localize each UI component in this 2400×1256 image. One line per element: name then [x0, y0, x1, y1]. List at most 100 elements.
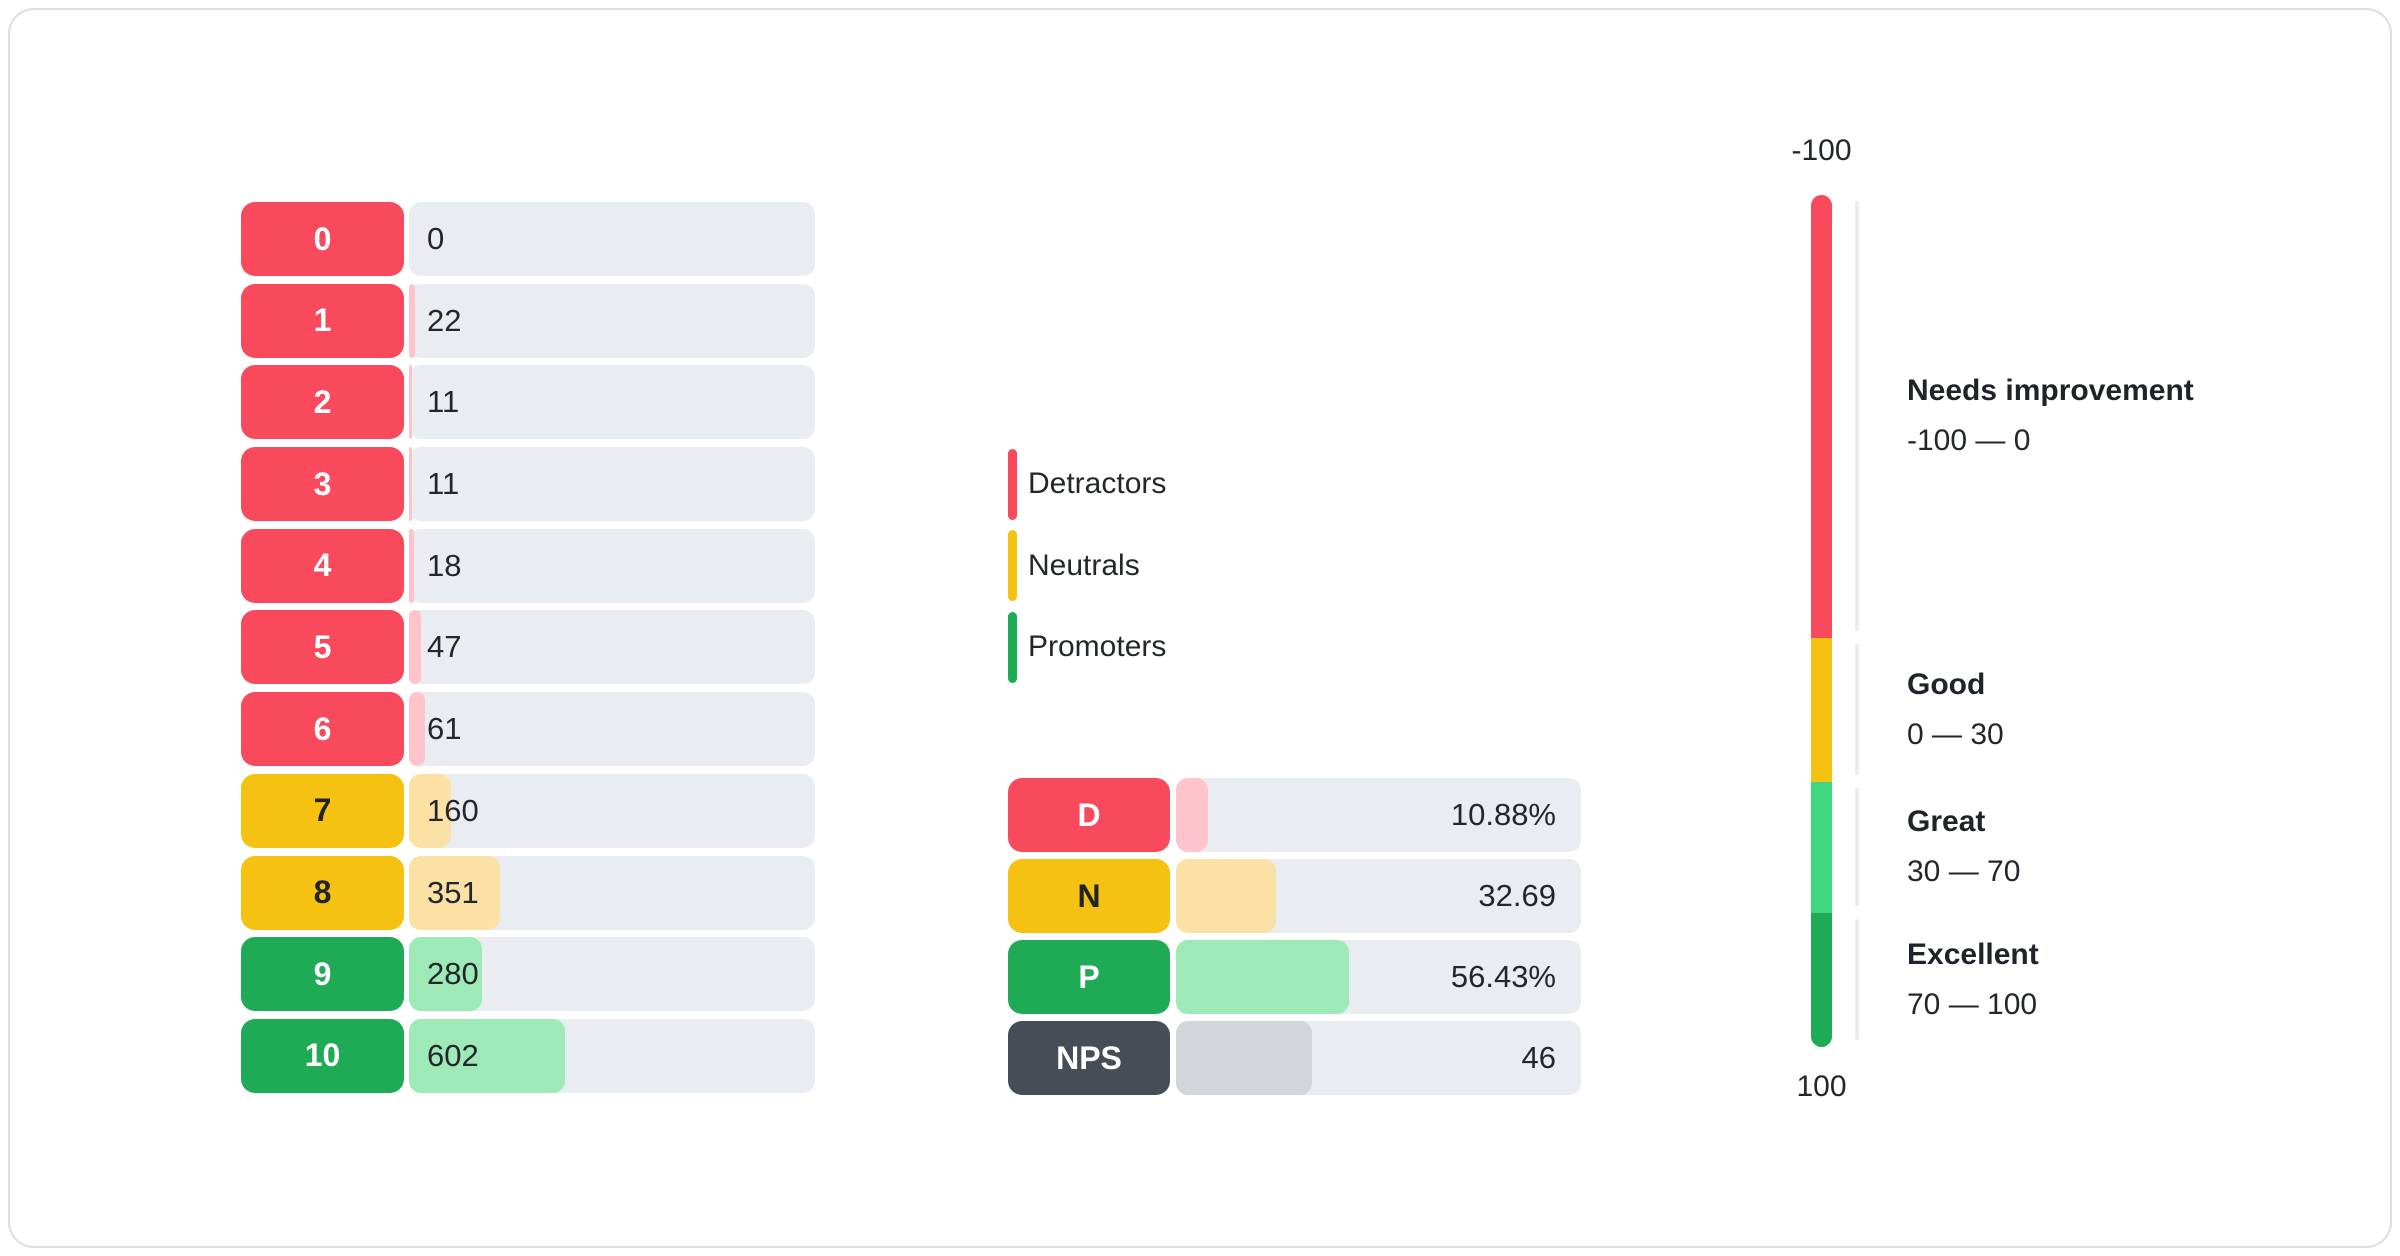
summary-bar-fill [1176, 778, 1208, 852]
score-row: 2 11 [241, 365, 815, 440]
gauge-zone-segment [1811, 195, 1832, 639]
legend-swatch-icon [1008, 530, 1017, 601]
score-bar-fill [409, 692, 425, 767]
gauge-zone-segment [1811, 913, 1832, 1047]
score-chip[interactable]: 0 [241, 202, 404, 276]
summary-row: N 32.69 [1008, 859, 1581, 933]
score-count: 22 [427, 302, 462, 338]
gauge-zone-segment [1811, 782, 1832, 914]
summary-chip: P [1008, 940, 1170, 1014]
score-row: 3 11 [241, 447, 815, 522]
score-bar-fill [409, 447, 412, 522]
gauge-zone-range: -100 — 0 [1907, 424, 2031, 457]
score-bar-fill [409, 365, 412, 440]
score-count: 61 [427, 711, 462, 747]
legend-label: Neutrals [1028, 548, 1140, 582]
score-chip[interactable]: 10 [241, 1018, 404, 1093]
score-bar-fill [409, 283, 415, 358]
legend: Detractors Neutrals Promoters [1008, 448, 1166, 683]
summary-value: 10.88% [1450, 797, 1556, 832]
gauge-axis-segment [1855, 919, 1859, 1040]
score-bar-track: 160 [409, 773, 815, 848]
score-bar-fill [409, 937, 482, 1012]
score-row: 8 351 [241, 855, 815, 930]
score-chip[interactable]: 6 [241, 692, 404, 767]
summary-bar-fill [1176, 1021, 1313, 1095]
gauge-zone-label: Needs improvement -100 — 0 [1907, 372, 2194, 460]
score-row: 6 61 [241, 692, 815, 767]
score-count: 280 [427, 956, 479, 992]
summary-chip: N [1008, 859, 1170, 933]
gauge-axis-segment [1855, 788, 1859, 907]
score-row: 9 280 [241, 937, 815, 1012]
gauge-min-label: -100 [1791, 134, 1852, 167]
score-bar-track: 280 [409, 937, 815, 1012]
score-chip[interactable]: 5 [241, 610, 404, 685]
gauge-zone-segment [1811, 638, 1832, 783]
score-chip[interactable]: 8 [241, 855, 404, 930]
score-chip[interactable]: 4 [241, 528, 404, 603]
summary-row: P 56.43% [1008, 940, 1581, 1014]
score-count: 602 [427, 1037, 479, 1073]
legend-item: Promoters [1008, 611, 1166, 683]
score-row: 7 160 [241, 773, 815, 848]
score-bar-track: 18 [409, 528, 815, 603]
score-bar-track: 22 [409, 283, 815, 358]
summary-chip: NPS [1008, 1021, 1170, 1095]
score-bar-fill [409, 610, 422, 685]
gauge-zone-title: Great [1907, 805, 1986, 838]
summary-bar-track: 10.88% [1176, 778, 1581, 852]
score-bar-fill [409, 773, 451, 848]
score-chip[interactable]: 7 [241, 773, 404, 848]
gauge-zone-label: Great 30 — 70 [1907, 803, 2020, 891]
score-bar-track: 0 [409, 202, 815, 276]
summary-bar-track: 32.69 [1176, 859, 1581, 933]
gauge-zone-range: 0 — 30 [1907, 718, 2004, 751]
score-row: 10 602 [241, 1018, 815, 1093]
score-chip[interactable]: 2 [241, 365, 404, 440]
legend-label: Detractors [1028, 467, 1167, 500]
summary-row: D 10.88% [1008, 778, 1581, 852]
summary-row: NPS 46 [1008, 1021, 1581, 1095]
nps-report-card: 0 0 1 22 2 11 3 11 4 18 5 47 6 61 7 160 8 351 9 280 10 602 De… [8, 8, 2392, 1248]
legend-item: Detractors [1008, 448, 1166, 520]
gauge-axis-segment [1855, 644, 1859, 776]
gauge-zone-title: Excellent [1907, 938, 2039, 971]
summary-bar-fill [1176, 859, 1277, 933]
gauge-max-label: 100 [1796, 1070, 1847, 1103]
summary-chip: D [1008, 778, 1170, 852]
gauge-zone-title: Needs improvement [1907, 374, 2194, 407]
legend-label: Promoters [1028, 630, 1167, 663]
score-chip[interactable]: 3 [241, 447, 404, 522]
gauge-zone-title: Good [1907, 668, 1986, 701]
score-count: 351 [427, 874, 479, 910]
gauge-bar [1811, 195, 1832, 1047]
summary-value: 32.69 [1478, 878, 1556, 913]
summary-value: 56.43% [1450, 959, 1556, 994]
score-bar-fill [409, 528, 414, 603]
score-bar-track: 11 [409, 365, 815, 440]
summary-bar-track: 46 [1176, 1021, 1581, 1095]
score-chip[interactable]: 1 [241, 283, 404, 358]
score-bar-fill [409, 855, 501, 930]
score-count: 0 [427, 221, 445, 256]
nps-summary-chart: D 10.88% N 32.69 P 56.43% NPS 46 [1008, 778, 1581, 1095]
score-count: 11 [427, 384, 460, 420]
score-count: 18 [427, 547, 462, 583]
gauge-zone-label: Excellent 70 — 100 [1907, 936, 2039, 1024]
score-row: 4 18 [241, 528, 815, 603]
score-count: 11 [427, 466, 460, 502]
gauge-zone-label: Good 0 — 30 [1907, 666, 2004, 754]
score-bar-track: 602 [409, 1018, 815, 1093]
score-bar-track: 47 [409, 610, 815, 685]
score-chip[interactable]: 9 [241, 937, 404, 1012]
score-bar-track: 11 [409, 447, 815, 522]
legend-swatch-icon [1008, 611, 1017, 683]
gauge-zone-range: 70 — 100 [1907, 988, 2038, 1021]
score-bar-track: 351 [409, 855, 815, 930]
score-distribution-chart: 0 0 1 22 2 11 3 11 4 18 5 47 6 61 7 160 8 351 9 280 10 602 [241, 202, 815, 1093]
score-bar-fill [409, 1018, 566, 1093]
legend-item: Neutrals [1008, 530, 1166, 602]
summary-bar-track: 56.43% [1176, 940, 1581, 1014]
